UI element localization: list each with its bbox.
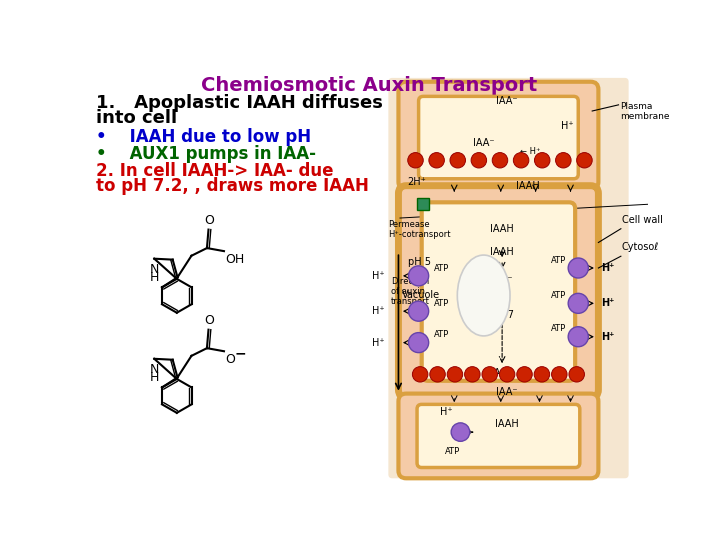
Text: N: N: [150, 262, 159, 275]
Text: −: −: [234, 347, 246, 361]
Circle shape: [413, 367, 428, 382]
Circle shape: [517, 367, 532, 382]
Text: ATP: ATP: [551, 291, 567, 300]
FancyBboxPatch shape: [388, 78, 629, 478]
Text: •    AUX1 pumps in IAA-: • AUX1 pumps in IAA-: [96, 145, 316, 163]
Text: H⁺: H⁺: [372, 271, 384, 281]
Text: ← H⁺: ← H⁺: [520, 146, 541, 156]
Text: pH 5: pH 5: [408, 257, 431, 267]
Circle shape: [568, 293, 588, 313]
Text: H: H: [150, 271, 159, 284]
Circle shape: [534, 367, 549, 382]
Text: N: N: [150, 363, 159, 376]
Circle shape: [513, 153, 529, 168]
Text: IAAH: IAAH: [490, 224, 514, 234]
Text: H⁺: H⁺: [440, 407, 453, 417]
Text: IAAH: IAAH: [490, 247, 514, 257]
Text: OH: OH: [225, 253, 245, 266]
Text: Plasma
membrane: Plasma membrane: [620, 102, 670, 121]
Text: •    IAAH due to low pH: • IAAH due to low pH: [96, 128, 311, 146]
Text: pH 7: pH 7: [490, 310, 513, 320]
Text: Direction
of auxin
transport: Direction of auxin transport: [391, 276, 430, 307]
Circle shape: [492, 153, 508, 168]
Text: ATP: ATP: [434, 299, 449, 308]
Text: IAA⁻: IAA⁻: [496, 96, 518, 106]
Circle shape: [464, 367, 480, 382]
Text: O: O: [225, 353, 235, 366]
Bar: [417, 198, 429, 210]
Circle shape: [556, 153, 571, 168]
Ellipse shape: [457, 255, 510, 336]
FancyBboxPatch shape: [417, 404, 580, 468]
Text: ATP: ATP: [445, 447, 460, 456]
Circle shape: [408, 333, 428, 353]
Text: Permease
H⁺-cotransport: Permease H⁺-cotransport: [388, 220, 451, 239]
Circle shape: [450, 153, 466, 168]
Text: 2H⁺: 2H⁺: [408, 177, 427, 187]
FancyBboxPatch shape: [418, 96, 578, 179]
Text: Vacuole: Vacuole: [402, 291, 440, 300]
Circle shape: [534, 153, 550, 168]
Text: O: O: [204, 213, 215, 226]
Circle shape: [408, 153, 423, 168]
Text: O: O: [204, 314, 215, 327]
Circle shape: [447, 367, 463, 382]
Circle shape: [568, 327, 588, 347]
FancyBboxPatch shape: [398, 186, 598, 397]
Circle shape: [429, 153, 444, 168]
Text: ATP: ATP: [434, 264, 449, 273]
Text: IAA⁻: IAA⁻: [496, 387, 518, 397]
Text: Chemiosmotic Auxin Transport: Chemiosmotic Auxin Transport: [201, 76, 537, 94]
Circle shape: [568, 258, 588, 278]
Circle shape: [451, 423, 469, 441]
Text: H⁺: H⁺: [561, 122, 574, 131]
Circle shape: [430, 367, 445, 382]
Text: ATP: ATP: [434, 330, 449, 339]
Text: IAA⁻: IAA⁻: [473, 138, 495, 149]
Circle shape: [471, 153, 487, 168]
Text: H⁺: H⁺: [601, 263, 615, 273]
Text: H⁺: H⁺: [372, 306, 384, 316]
Circle shape: [408, 301, 428, 321]
Text: Cell wall: Cell wall: [621, 215, 662, 225]
Text: IAA⁻: IAA⁻: [491, 368, 513, 378]
FancyBboxPatch shape: [422, 202, 575, 381]
Circle shape: [482, 367, 498, 382]
Text: Cytosoℓ: Cytosoℓ: [621, 242, 659, 252]
Text: IAA⁻: IAA⁻: [491, 275, 513, 285]
Text: H⁺: H⁺: [601, 298, 615, 308]
Circle shape: [408, 266, 428, 286]
Text: IAAH: IAAH: [495, 420, 519, 429]
Circle shape: [500, 367, 515, 382]
FancyBboxPatch shape: [398, 82, 598, 190]
Text: IAAH: IAAH: [516, 181, 540, 191]
Text: to pH 7.2, , draws more IAAH: to pH 7.2, , draws more IAAH: [96, 177, 369, 195]
Text: ATP: ATP: [551, 325, 567, 333]
Circle shape: [569, 367, 585, 382]
Circle shape: [577, 153, 593, 168]
Text: 2. In cell IAAH-> IAA- due: 2. In cell IAAH-> IAA- due: [96, 162, 333, 180]
Text: into cell: into cell: [96, 110, 177, 127]
Text: H: H: [150, 371, 159, 384]
Circle shape: [552, 367, 567, 382]
Text: H⁺: H⁺: [601, 332, 615, 342]
Text: H⁺: H⁺: [372, 338, 384, 348]
Text: ATP: ATP: [551, 255, 567, 265]
FancyBboxPatch shape: [398, 394, 598, 478]
Text: 1.   Apoplastic IAAH diffuses: 1. Apoplastic IAAH diffuses: [96, 94, 383, 112]
